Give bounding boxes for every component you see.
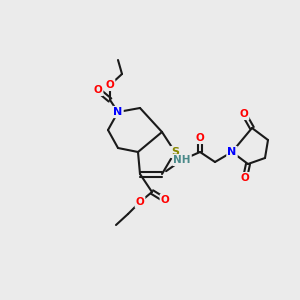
Text: O: O [240, 109, 248, 119]
Text: N: N [113, 107, 123, 117]
Text: O: O [160, 195, 169, 205]
Text: O: O [241, 173, 249, 183]
Text: O: O [136, 197, 144, 207]
Text: S: S [171, 147, 179, 157]
Text: O: O [196, 133, 204, 143]
Text: N: N [227, 147, 237, 157]
Text: NH: NH [173, 155, 191, 165]
Text: O: O [106, 80, 114, 90]
Text: O: O [94, 85, 102, 95]
